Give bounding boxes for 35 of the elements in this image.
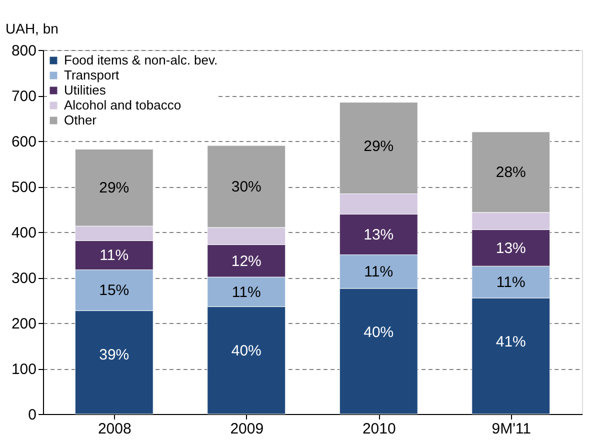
- y-axis-title: UAH, bn: [6, 20, 58, 36]
- y-tick-label: 600: [11, 134, 36, 150]
- y-tick-label: 200: [11, 316, 36, 332]
- y-tick-label: 700: [11, 88, 36, 105]
- legend-label: Other: [64, 112, 98, 128]
- annotation: 29%: [364, 138, 394, 156]
- annotation: 28%: [496, 164, 526, 182]
- x-tick-label: 2009: [230, 420, 264, 438]
- legend-label: Transport: [64, 68, 120, 82]
- x-tick-label: 2008: [98, 420, 132, 438]
- y-tick-label: 300: [11, 270, 36, 287]
- annotation: 12%: [231, 252, 262, 270]
- y-tick-label: 500: [11, 179, 36, 196]
- annotation: 30%: [231, 178, 262, 196]
- annotation: 39%: [99, 346, 130, 364]
- annotation: 11%: [496, 274, 526, 292]
- annotation: 15%: [99, 282, 130, 300]
- legend-label: Alcohol and tobacco: [64, 98, 182, 112]
- legend-label: Food items & non-alc. bev.: [64, 52, 218, 68]
- annotation: 11%: [364, 264, 394, 281]
- annotation: 29%: [99, 180, 130, 197]
- annotation: 11%: [232, 284, 261, 301]
- y-tick-label: 0: [28, 406, 36, 424]
- annotation: 13%: [364, 226, 394, 244]
- y-tick-label: 400: [11, 224, 36, 242]
- annotation: 40%: [364, 324, 394, 342]
- y-tick-label: 800: [11, 42, 36, 60]
- x-tick-label: 9M'11: [492, 420, 532, 438]
- annotation: 11%: [100, 247, 129, 264]
- x-tick-label: 2010: [362, 420, 396, 438]
- annotation: 40%: [231, 342, 262, 360]
- y-tick-label: 100: [11, 361, 36, 378]
- legend-label: Utilities: [64, 82, 106, 98]
- annotation: 13%: [496, 240, 526, 257]
- annotation: 41%: [496, 334, 526, 351]
